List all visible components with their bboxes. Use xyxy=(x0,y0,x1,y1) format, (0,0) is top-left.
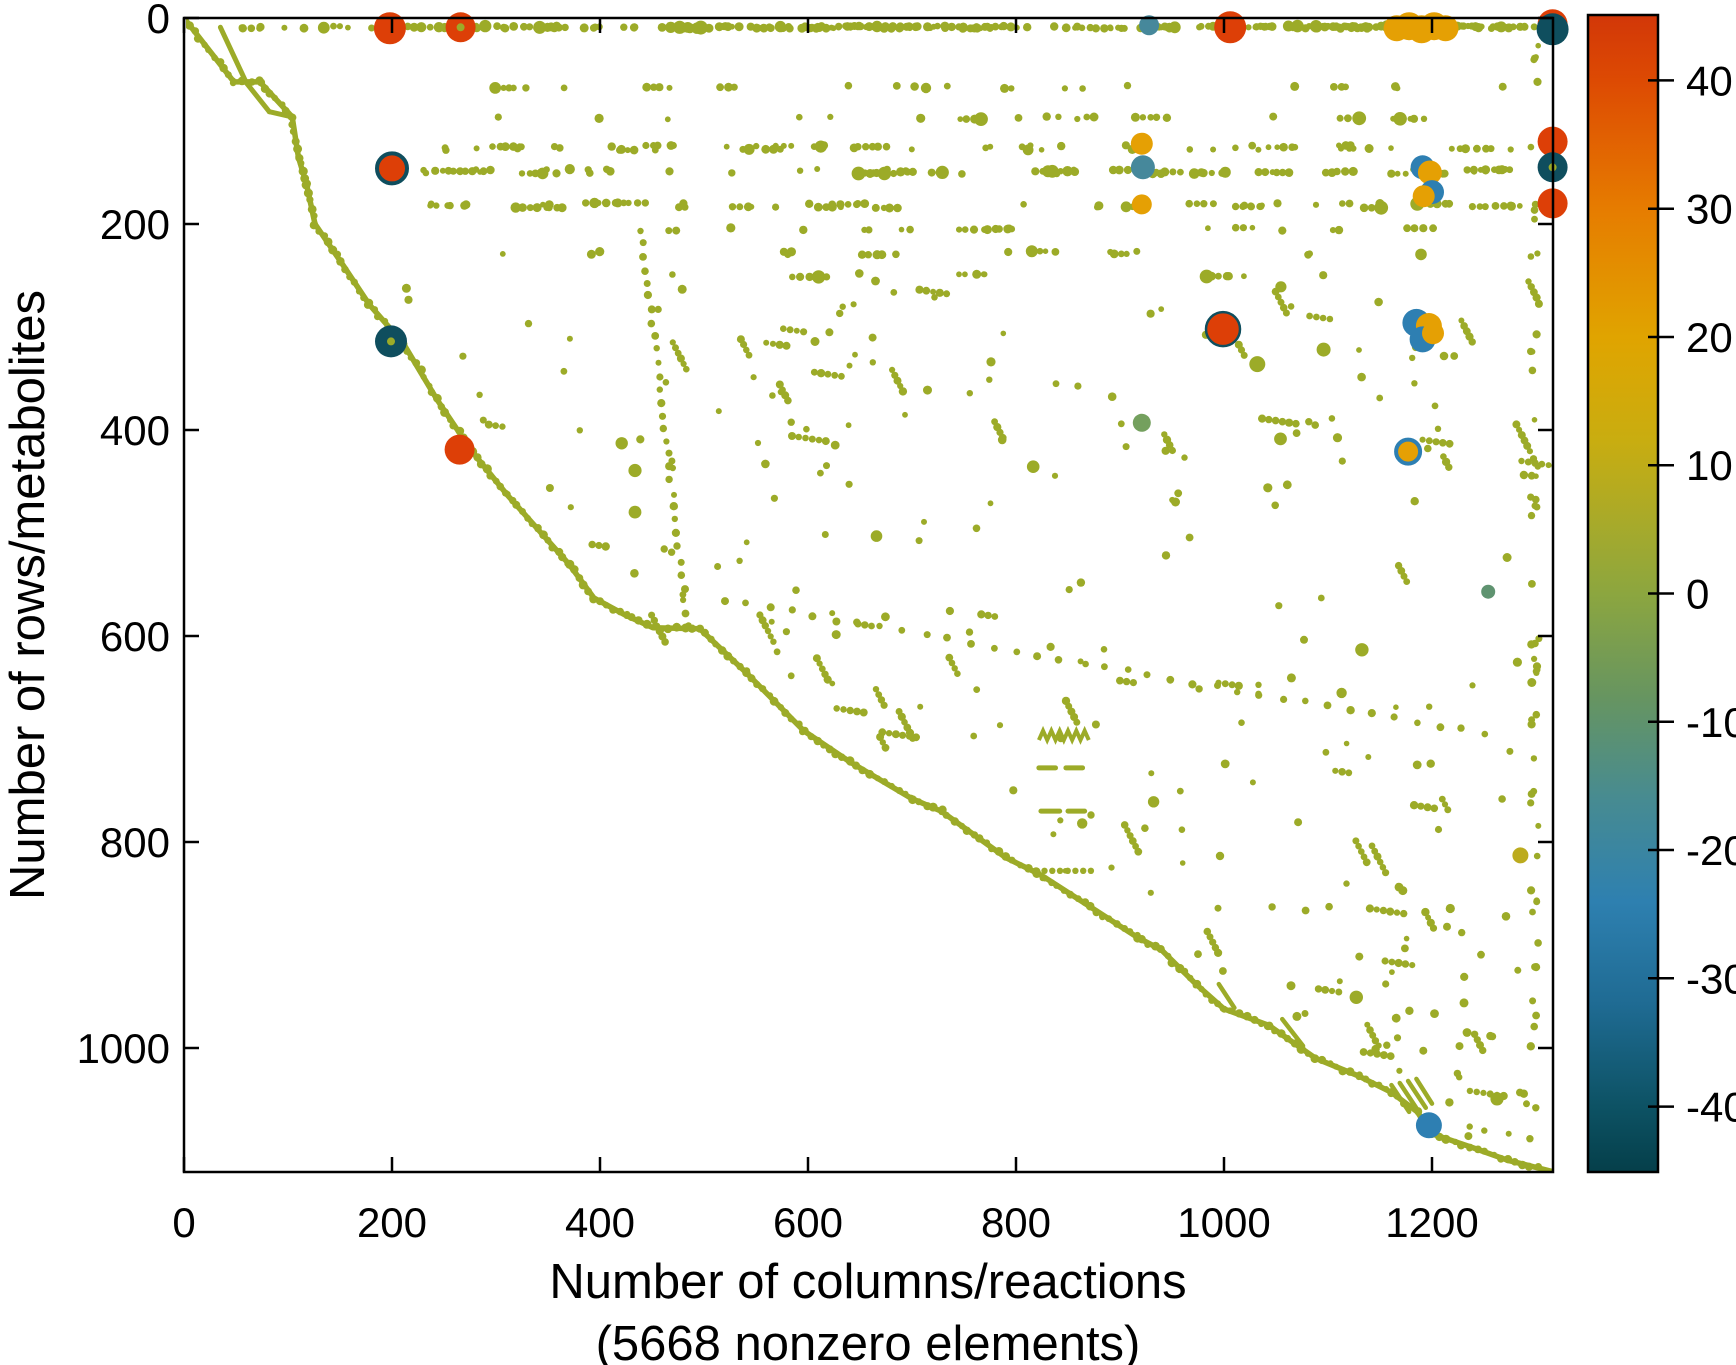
x-tick-label: 600 xyxy=(773,1199,843,1246)
x-axis-title: Number of columns/reactions xyxy=(549,1255,1186,1309)
highlight-point xyxy=(1249,356,1266,373)
colorbar-tick-label: -30 xyxy=(1686,955,1736,1002)
x-tick-label: 400 xyxy=(565,1199,635,1246)
highlight-point xyxy=(1412,185,1435,208)
colorbar-tick-label: 20 xyxy=(1686,314,1733,361)
plot-axes xyxy=(182,16,1555,1174)
highlight-point xyxy=(1415,1112,1442,1139)
x-axis-note: (5668 nonzero elements) xyxy=(596,1317,1141,1365)
x-tick-label: 0 xyxy=(172,1199,195,1246)
highlight-point xyxy=(1214,11,1247,44)
colorbar-tick-label: 40 xyxy=(1686,57,1733,104)
x-tick-label: 1000 xyxy=(1177,1199,1270,1246)
colorbar-tick-label: -20 xyxy=(1686,827,1736,874)
y-tick-label: 600 xyxy=(100,613,170,660)
highlight-point xyxy=(1432,15,1459,42)
colorbar-tick-label: -10 xyxy=(1686,699,1736,746)
colorbar-tick-label: 10 xyxy=(1686,442,1733,489)
highlight-point xyxy=(444,434,475,465)
staircase-envelope xyxy=(186,17,1552,1171)
tick-labels: 0 200 400 600 800 1000 12000200400600800100040… xyxy=(77,0,1736,1246)
highlight-point xyxy=(1417,160,1442,185)
highlight-point xyxy=(1139,15,1160,36)
y-tick-label: 400 xyxy=(100,407,170,454)
highlight-points xyxy=(373,9,1569,1139)
colorbar-tick-label: 0 xyxy=(1686,571,1709,618)
highlight-point xyxy=(1131,194,1152,215)
highlight-point xyxy=(1481,584,1496,599)
y-tick-label: 200 xyxy=(100,201,170,248)
highlight-point xyxy=(375,151,409,186)
x-tick-label: 200 xyxy=(357,1199,427,1246)
y-tick-label: 1000 xyxy=(77,1025,170,1072)
y-tick-label: 800 xyxy=(100,819,170,866)
y-tick-label: 0 xyxy=(147,0,170,42)
colorbar-gradient xyxy=(1586,13,1660,1174)
y-axis-title: Number of rows/metabolites xyxy=(1,290,55,900)
highlight-point xyxy=(1422,322,1444,345)
highlight-point xyxy=(1204,310,1242,348)
x-tick-label: 1200 xyxy=(1385,1199,1478,1246)
scatter-points xyxy=(238,19,1552,1143)
highlight-point xyxy=(373,12,406,45)
x-tick-label: 800 xyxy=(981,1199,1051,1246)
highlight-point xyxy=(1394,437,1423,466)
colorbar-tick-label: 30 xyxy=(1686,186,1733,233)
highlight-point xyxy=(1130,132,1153,155)
highlight-point xyxy=(1130,155,1155,180)
colorbar xyxy=(1586,13,1674,1174)
colorbar-tick-label: -40 xyxy=(1686,1084,1736,1131)
highlight-point xyxy=(1132,413,1151,432)
highlight-point xyxy=(1512,847,1529,864)
